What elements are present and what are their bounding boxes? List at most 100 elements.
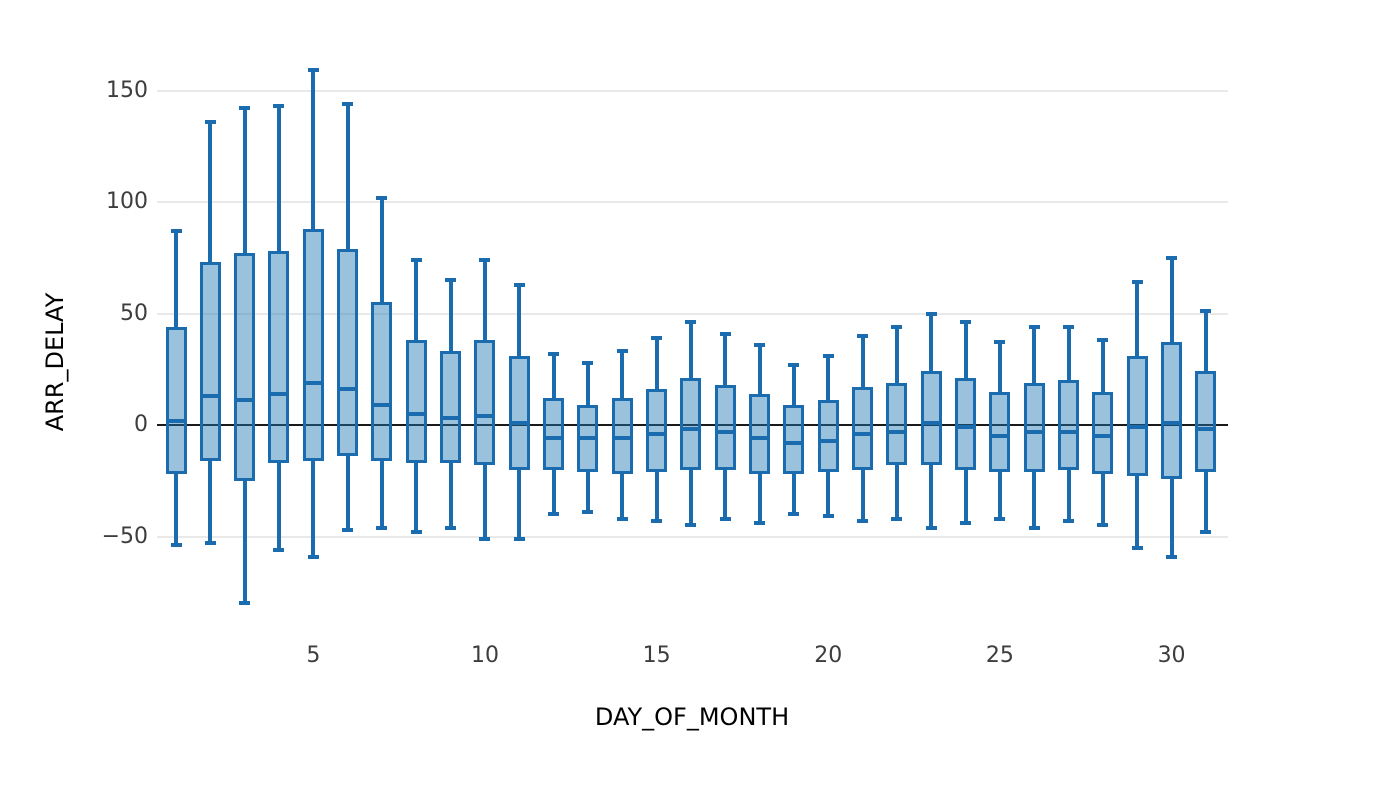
lower-whisker — [1100, 474, 1105, 526]
upper-whisker-cap — [788, 362, 800, 367]
upper-whisker-cap — [891, 324, 903, 329]
lower-whisker-cap — [1063, 518, 1075, 523]
iqr-box — [680, 378, 702, 470]
median-line — [202, 394, 218, 398]
lower-whisker — [929, 465, 934, 528]
iqr-box — [886, 382, 908, 466]
upper-whisker-cap — [410, 257, 422, 262]
upper-whisker — [414, 259, 419, 341]
median-line — [1129, 425, 1145, 430]
lower-whisker — [379, 460, 384, 528]
lower-whisker — [860, 469, 865, 521]
lower-whisker-cap — [822, 514, 834, 519]
lower-whisker-cap — [925, 525, 937, 530]
lower-whisker-cap — [410, 530, 422, 535]
lower-whisker — [1032, 471, 1037, 528]
iqr-box — [1058, 380, 1080, 470]
lower-whisker-cap — [307, 554, 319, 559]
upper-whisker — [860, 335, 865, 388]
lower-whisker — [311, 460, 316, 557]
x-tick-label: 10 — [470, 643, 499, 668]
iqr-box — [474, 340, 496, 466]
iqr-box — [714, 384, 736, 470]
y-tick-label: 0 — [134, 412, 148, 437]
upper-whisker — [208, 121, 213, 263]
upper-whisker-cap — [1166, 255, 1178, 260]
upper-whisker-cap — [445, 278, 457, 283]
lower-whisker-cap — [1200, 530, 1212, 535]
lower-whisker-cap — [788, 512, 800, 517]
upper-whisker-cap — [1097, 338, 1109, 343]
lower-whisker — [826, 471, 831, 517]
lower-whisker-cap — [204, 541, 216, 546]
upper-whisker — [174, 230, 178, 327]
lower-whisker-cap — [857, 518, 869, 523]
iqr-box — [1161, 342, 1183, 479]
median-line — [958, 425, 974, 430]
iqr-box — [302, 228, 324, 461]
upper-whisker — [894, 326, 899, 383]
median-line — [374, 402, 390, 407]
iqr-box — [852, 387, 874, 470]
lower-whisker — [276, 462, 281, 550]
upper-whisker — [517, 284, 522, 356]
upper-whisker — [1203, 311, 1208, 372]
upper-whisker — [826, 355, 831, 401]
median-line — [1095, 434, 1111, 439]
lower-whisker-cap — [170, 543, 182, 548]
lower-whisker-cap — [891, 516, 903, 521]
lower-whisker — [688, 469, 693, 526]
median-line — [1026, 429, 1042, 434]
x-axis-title: DAY_OF_MONTH — [594, 703, 790, 731]
lower-whisker-cap — [273, 547, 285, 552]
lower-whisker — [1135, 476, 1140, 548]
iqr-box — [199, 262, 221, 461]
upper-whisker-cap — [1063, 324, 1075, 329]
upper-whisker-cap — [273, 104, 285, 109]
lower-whisker-cap — [651, 518, 663, 523]
upper-whisker-cap — [616, 349, 628, 354]
iqr-box — [165, 326, 187, 475]
lower-whisker-cap — [1097, 523, 1109, 528]
lower-whisker — [482, 465, 487, 539]
upper-whisker — [448, 280, 453, 352]
lower-whisker-cap — [342, 527, 354, 532]
upper-whisker-cap — [754, 342, 766, 347]
y-tick-label: 100 — [106, 189, 148, 214]
lower-whisker-cap — [754, 521, 766, 526]
iqr-box — [1092, 391, 1114, 475]
upper-whisker-cap — [960, 320, 972, 325]
upper-whisker-cap — [651, 336, 663, 341]
median-line — [992, 434, 1008, 439]
lower-whisker — [517, 469, 522, 539]
upper-whisker — [1032, 326, 1037, 383]
median-line — [408, 411, 424, 416]
upper-whisker — [482, 259, 487, 341]
upper-whisker — [1066, 326, 1071, 381]
iqr-box — [749, 393, 771, 475]
lower-whisker — [345, 456, 350, 530]
upper-whisker — [585, 362, 590, 405]
median-line — [271, 391, 287, 396]
median-line — [1164, 420, 1180, 425]
upper-whisker-cap — [1131, 280, 1143, 285]
median-line — [717, 429, 733, 434]
iqr-box — [371, 302, 393, 461]
upper-whisker-cap — [719, 331, 731, 336]
iqr-box — [920, 371, 942, 466]
x-tick-label: 15 — [642, 643, 671, 668]
y-tick-label: 50 — [120, 300, 148, 326]
y-tick-label: 150 — [106, 77, 148, 103]
median-line — [614, 436, 630, 441]
lower-whisker — [791, 474, 796, 515]
upper-whisker — [688, 322, 693, 379]
lower-whisker — [757, 474, 762, 524]
upper-whisker-cap — [994, 340, 1006, 345]
lower-whisker-cap — [548, 512, 560, 517]
gridline — [157, 201, 1228, 203]
median-line — [1198, 427, 1214, 432]
upper-whisker — [242, 108, 247, 254]
upper-whisker — [723, 333, 728, 385]
upper-whisker-cap — [479, 257, 491, 262]
